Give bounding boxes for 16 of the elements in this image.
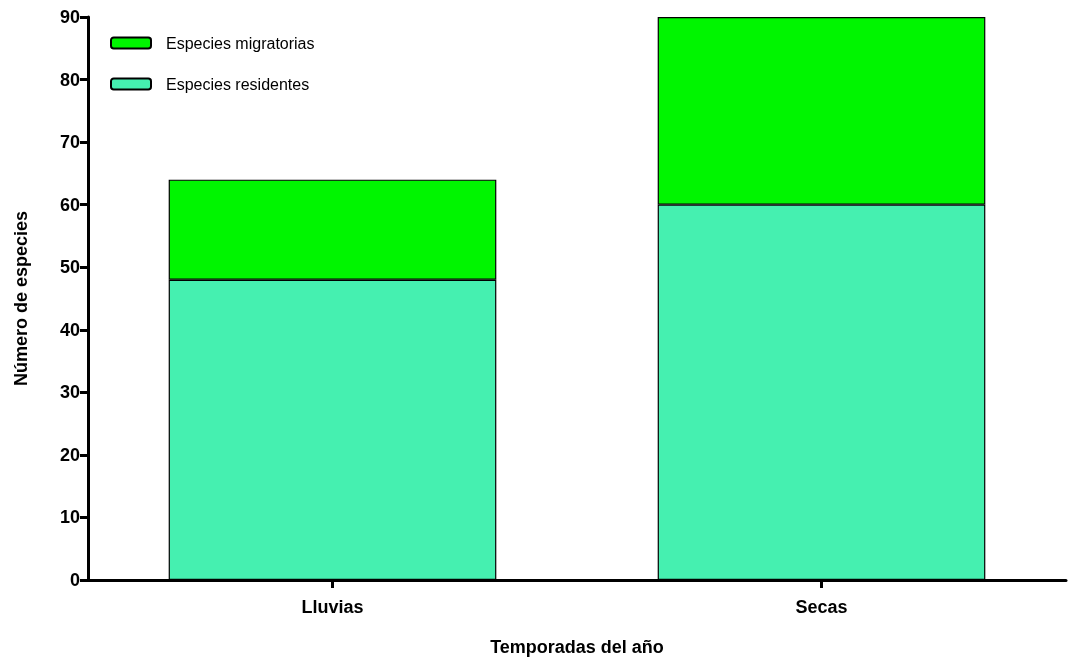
y-tick-label: 20 (59, 444, 80, 465)
legend-label: Especies migratorias (166, 34, 315, 52)
y-tick-label: 40 (59, 319, 80, 340)
y-tick-label: 0 (69, 570, 80, 590)
x-tick-label: Lluvias (301, 597, 364, 617)
x-axis-title: Temporadas del año (490, 637, 664, 657)
y-tick-label: 30 (59, 382, 80, 403)
x-tick-label: Secas (795, 597, 848, 617)
y-tick-label: 50 (59, 257, 80, 278)
y-tick-label: 90 (59, 7, 80, 27)
y-axis-title: Número de especies (11, 210, 31, 387)
legend-label: Especies residentes (166, 75, 310, 93)
y-tick-label: 10 (59, 507, 80, 528)
y-tick-label: 70 (59, 132, 80, 153)
y-tick-label: 60 (59, 194, 80, 215)
y-tick-label: 80 (59, 69, 80, 90)
